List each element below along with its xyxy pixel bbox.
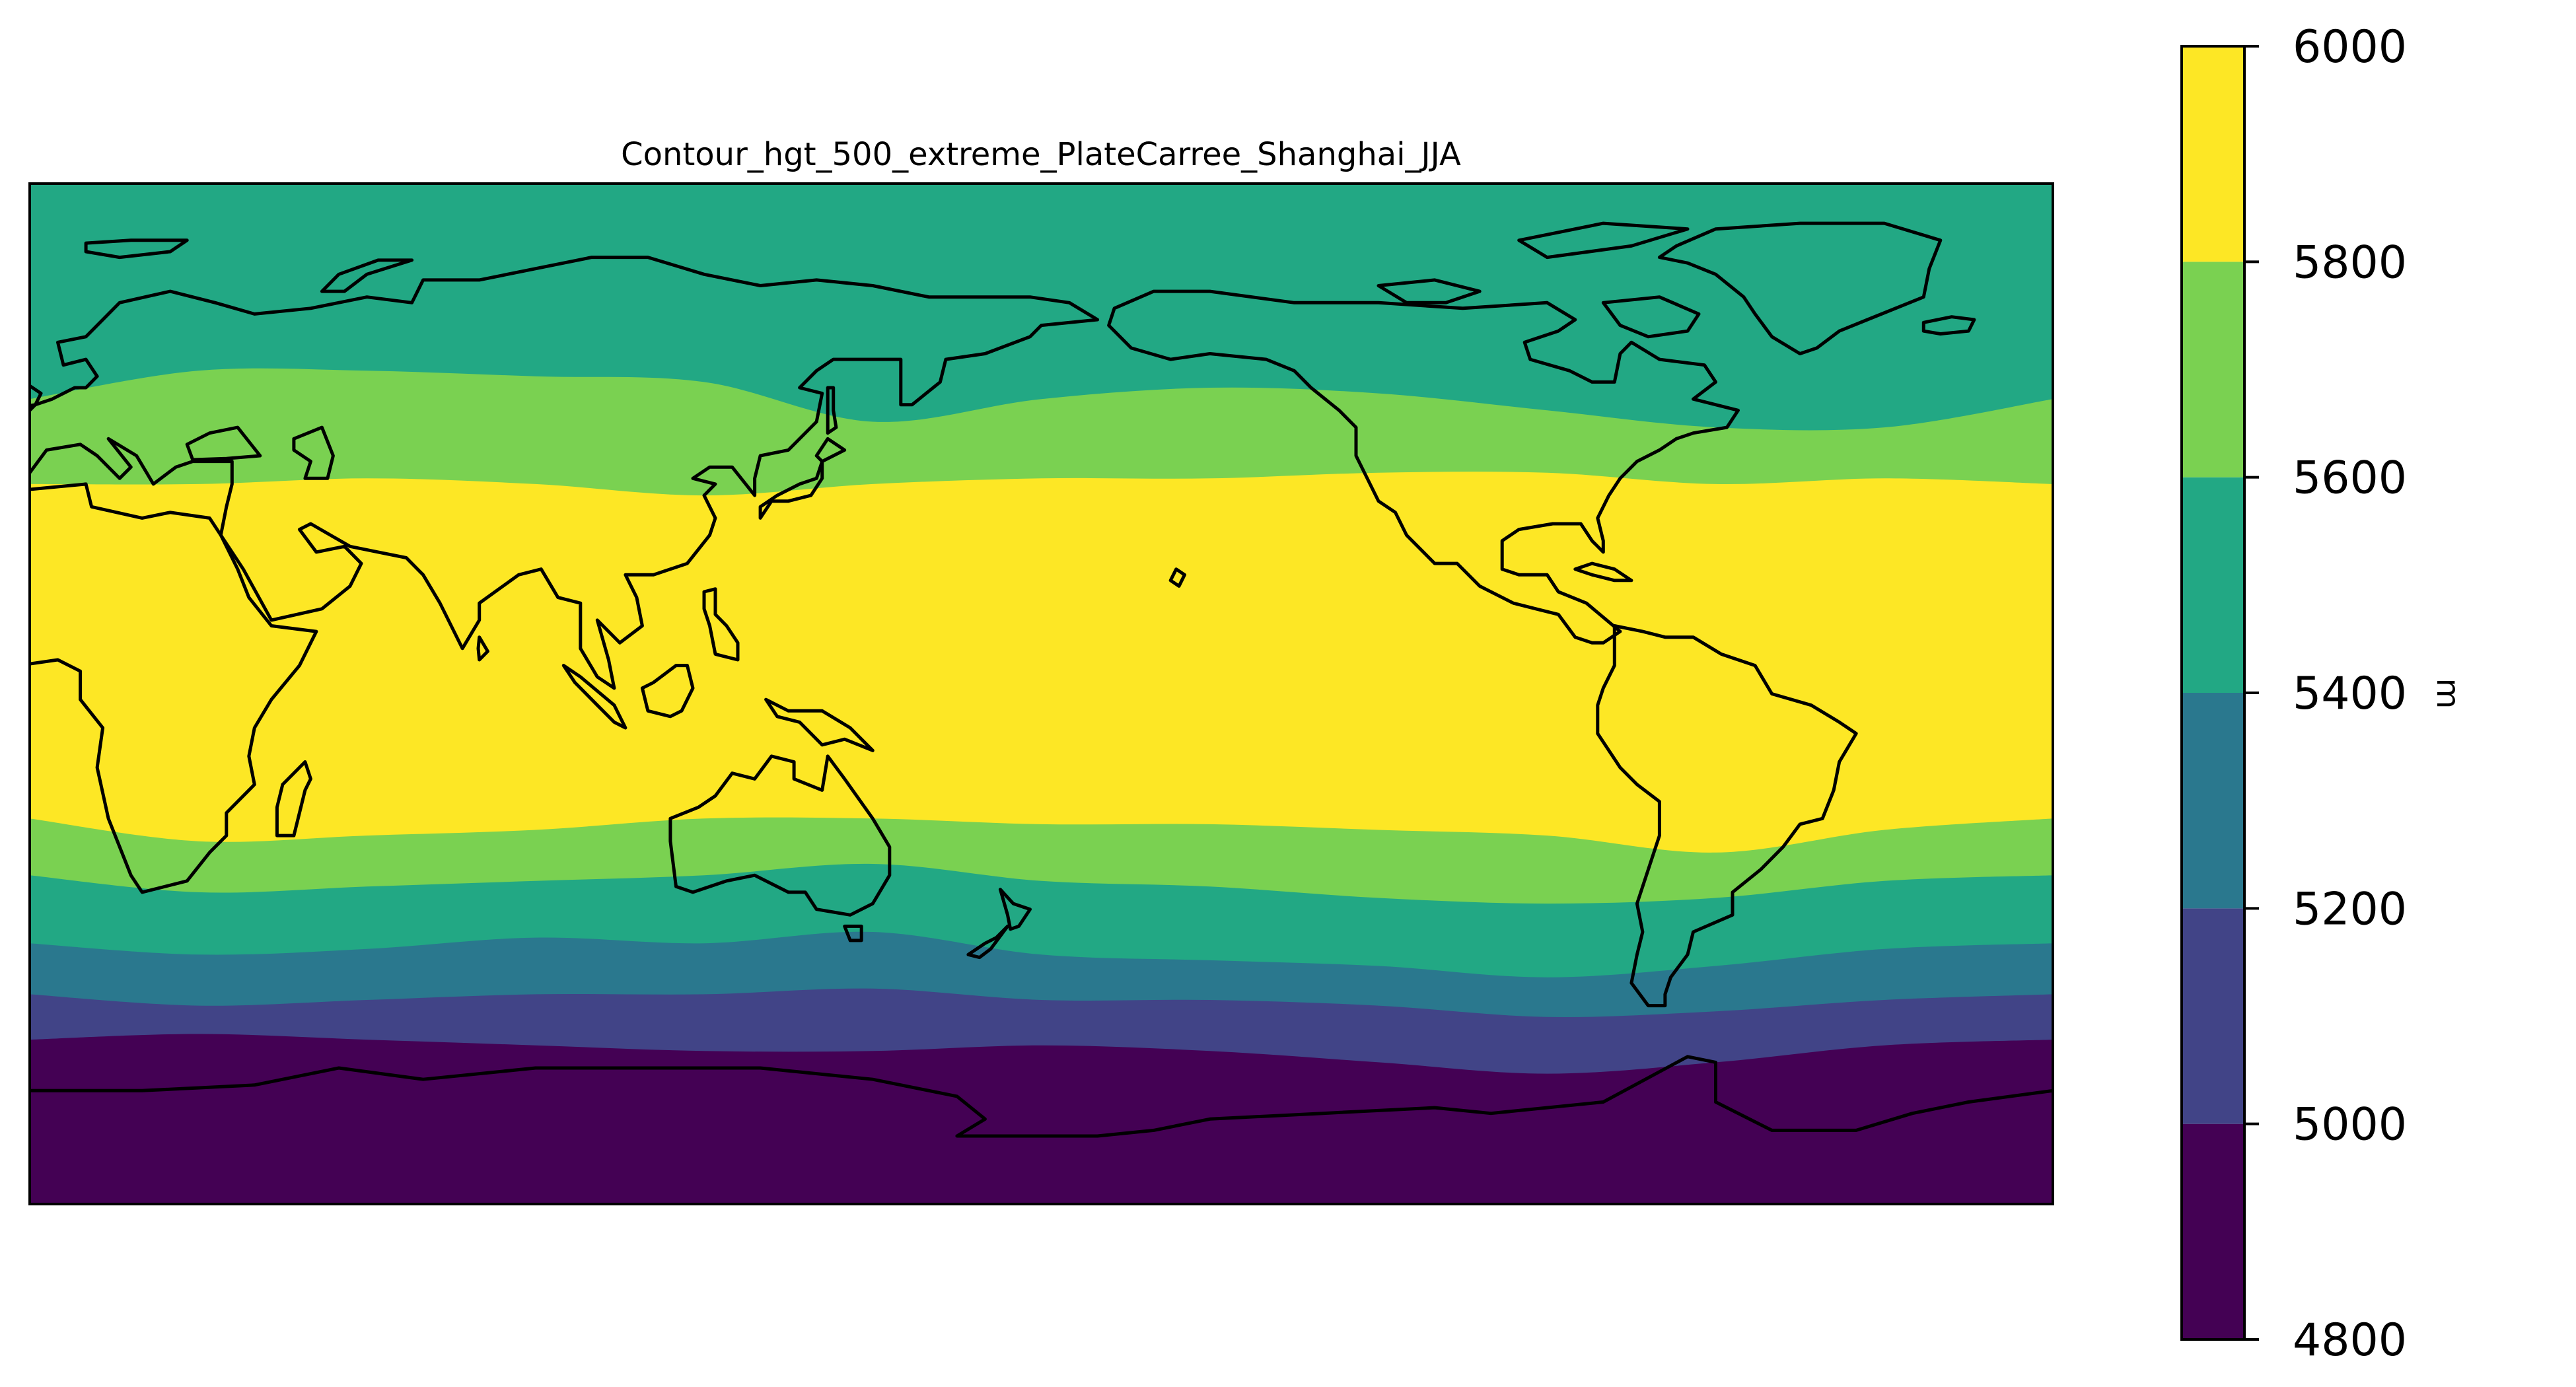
coast-blacksea (185, 425, 262, 462)
coast-svalbard (84, 238, 189, 260)
coast-newzealand (998, 888, 1032, 931)
map-title: Contour_hgt_500_extreme_PlateCarree_Shan… (621, 136, 1461, 173)
coast-antarctica (30, 1055, 2053, 1138)
colorbar-segment (2182, 262, 2244, 478)
coast-ellesmere (1517, 221, 1690, 260)
coast-caspian (292, 425, 335, 480)
coast-sakhalin (826, 386, 838, 435)
colorbar-segment (2182, 46, 2244, 262)
coast-eurasia (30, 256, 1100, 690)
colorbar-segments (2182, 46, 2244, 1339)
colorbar-tick-label: 6000 (2293, 21, 2407, 73)
coastlines (30, 221, 2053, 1138)
colorbar-tick-label: 5600 (2293, 452, 2407, 505)
coast-newzealand-south (966, 924, 1009, 960)
coast-cuba (1573, 561, 1633, 583)
coast-northamerica (1107, 289, 1740, 645)
colorbar-tick-label: 5800 (2293, 236, 2407, 289)
coast-iceland (1921, 315, 1976, 336)
coast-sumatra (561, 664, 627, 730)
coast-borneo (640, 664, 695, 719)
colorbar-segment (2182, 477, 2244, 693)
colorbar-segment (2182, 908, 2244, 1124)
colorbar-ticks: 4800 5000 5200 5400 5600 5800 6000 (2244, 21, 2407, 1367)
coast-australia (668, 754, 892, 917)
coast-hawaii (1168, 567, 1186, 588)
coast-southamerica (1596, 624, 1858, 1008)
colorbar-tick-label: 5200 (2293, 883, 2407, 935)
colorbar: 4800 5000 5200 5400 5600 5800 6000 m (2180, 21, 2466, 1367)
coast-africa (30, 482, 318, 894)
colorbar-tick-label: 5000 (2293, 1099, 2407, 1151)
coast-novayazemlya (320, 258, 414, 293)
coast-newguinea (764, 697, 875, 752)
colorbar-unit-label: m (2429, 678, 2466, 709)
coast-japan (758, 437, 847, 520)
band-5800-6000 (30, 472, 2053, 853)
coast-greenland (1657, 221, 1943, 355)
coast-philippines (702, 587, 740, 662)
colorbar-tick-label: 4800 (2293, 1314, 2407, 1367)
map-panel (28, 182, 2054, 1205)
colorbar-segment (2182, 1123, 2244, 1339)
map-frame (28, 182, 2054, 1205)
coast-baffin (1601, 295, 1701, 339)
coast-srilanka (476, 635, 489, 662)
contour-bands (30, 184, 2053, 1204)
colorbar-segment (2182, 693, 2244, 909)
coast-madagascar (275, 760, 312, 837)
colorbar-tick-label: 5400 (2293, 668, 2407, 720)
coast-greatbritain (30, 384, 43, 408)
coast-tasmania (843, 924, 863, 942)
coast-victoria (1377, 278, 1482, 304)
